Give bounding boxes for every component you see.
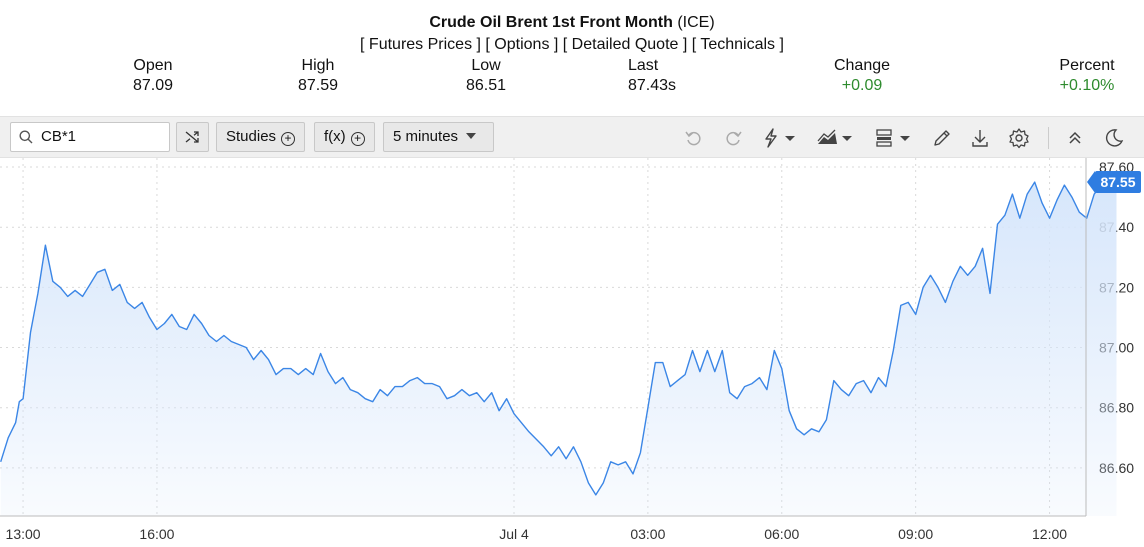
symbol-value: CB*1 bbox=[41, 128, 77, 145]
studies-button[interactable]: Studies + bbox=[216, 122, 306, 152]
redo-icon[interactable] bbox=[722, 127, 744, 149]
fx-button[interactable]: f(x) + bbox=[314, 122, 375, 152]
stat-last: Last 87.43s bbox=[628, 56, 690, 96]
stat-label: Last bbox=[628, 57, 659, 74]
x-tick-label: 12:00 bbox=[1032, 526, 1067, 542]
stat-percent: Percent +0.10% bbox=[1054, 56, 1120, 96]
stat-value: 86.51 bbox=[465, 77, 507, 94]
technicals-link[interactable]: [ Technicals ] bbox=[691, 36, 784, 53]
price-line bbox=[0, 175, 1117, 496]
studies-label: Studies bbox=[226, 128, 277, 145]
stat-label: Open bbox=[133, 57, 173, 74]
y-tick-label: 87.60 bbox=[1099, 159, 1134, 175]
stat-open: Open 87.09 bbox=[126, 56, 180, 96]
quote-header: Crude Oil Brent 1st Front Month (ICE) [ … bbox=[0, 0, 1144, 116]
stat-label: Low bbox=[471, 57, 501, 74]
exchange-name: (ICE) bbox=[677, 14, 715, 31]
stat-value: 87.09 bbox=[132, 77, 174, 94]
stat-label: High bbox=[301, 57, 335, 74]
interval-value: 5 minutes bbox=[393, 128, 459, 145]
search-icon bbox=[19, 130, 33, 144]
instrument-title: Crude Oil Brent 1st Front Month (ICE) bbox=[0, 14, 1144, 32]
stat-value: +0.09 bbox=[841, 77, 883, 94]
compare-icon bbox=[185, 131, 199, 143]
undo-icon[interactable] bbox=[683, 127, 705, 149]
last-price-tag: 87.55 bbox=[1087, 171, 1141, 194]
chart-toolbar: CB*1 Studies + f(x) + 5 minutes bbox=[0, 116, 1144, 158]
toolbar-divider bbox=[1048, 127, 1049, 149]
compare-button[interactable] bbox=[176, 122, 209, 152]
plus-circle-icon: + bbox=[350, 132, 365, 146]
interval-select[interactable]: 5 minutes bbox=[383, 122, 494, 152]
stat-value: +0.10% bbox=[1059, 77, 1115, 94]
options-link[interactable]: [ Options ] bbox=[485, 36, 559, 53]
chart-style-icon[interactable] bbox=[815, 127, 855, 149]
quote-links: [ Futures Prices ] [ Options ] [ Detaile… bbox=[0, 36, 1144, 54]
fx-label: f(x) bbox=[324, 128, 346, 145]
download-icon[interactable] bbox=[969, 127, 991, 149]
symbol-search-input[interactable]: CB*1 bbox=[10, 122, 170, 152]
x-tick-label: 06:00 bbox=[764, 526, 799, 542]
stat-label: Percent bbox=[1059, 57, 1115, 74]
flash-icon[interactable] bbox=[760, 127, 798, 149]
price-chart[interactable]: 87.60 87.40 87.20 87.00 86.80 86.60 13:00 16:00… bbox=[0, 158, 1144, 547]
stat-high: High 87.59 bbox=[292, 56, 344, 96]
x-tick-label: 09:00 bbox=[898, 526, 933, 542]
chevron-down-icon bbox=[466, 133, 477, 139]
x-tick-label: 03:00 bbox=[630, 526, 665, 542]
stat-label: Change bbox=[833, 57, 891, 74]
pencil-icon[interactable] bbox=[931, 127, 953, 149]
stat-change: Change +0.09 bbox=[830, 56, 894, 96]
futures-prices-link[interactable]: [ Futures Prices ] bbox=[360, 36, 481, 53]
plus-circle-icon: + bbox=[281, 132, 296, 146]
stat-value: 87.59 bbox=[297, 77, 339, 94]
instrument-name: Crude Oil Brent 1st Front Month bbox=[429, 14, 673, 31]
dark-mode-icon[interactable] bbox=[1103, 127, 1125, 149]
x-tick-label: 13:00 bbox=[6, 526, 41, 542]
stat-low: Low 86.51 bbox=[460, 56, 512, 96]
detailed-quote-link[interactable]: [ Detailed Quote ] bbox=[562, 36, 688, 53]
price-area bbox=[0, 176, 1117, 516]
layout-icon[interactable] bbox=[874, 127, 914, 149]
x-tick-label: 16:00 bbox=[139, 526, 174, 542]
settings-icon[interactable] bbox=[1008, 127, 1030, 149]
collapse-icon[interactable] bbox=[1064, 127, 1086, 149]
x-tick-label: Jul 4 bbox=[499, 526, 529, 542]
stat-value: 87.43s bbox=[628, 77, 677, 94]
